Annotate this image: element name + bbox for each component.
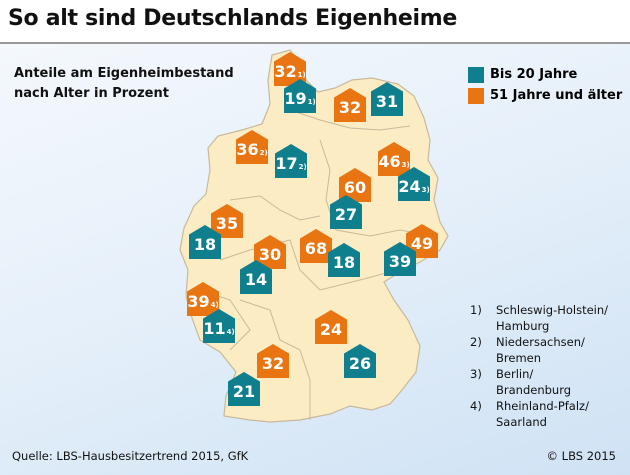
legend-swatch-orange	[468, 87, 484, 104]
house-value: 14	[244, 270, 268, 289]
subtitle-line: nach Alter in Prozent	[14, 86, 169, 101]
house-value: 26	[348, 354, 372, 373]
state-border	[319, 139, 433, 237]
state-border	[229, 195, 321, 221]
house-value: 39	[187, 292, 210, 311]
footnote-text: Berlin/Brandenburg	[496, 367, 572, 397]
legend-label: Bis 20 Jahre	[490, 67, 578, 82]
house-marker-young: 31	[371, 82, 403, 116]
house-value: 46	[378, 152, 401, 171]
title-divider	[0, 42, 630, 44]
footnote: 4) Rheinland-Pfalz/Saarland	[470, 398, 608, 430]
house-value: 11	[203, 319, 226, 338]
house-footnote-ref: 1)	[297, 71, 306, 79]
footnote-number: 4)	[470, 399, 482, 413]
house-value: 32	[261, 354, 285, 373]
footnote-text: Schleswig-Holstein/Hamburg	[496, 303, 609, 333]
house-marker-young: 21	[228, 372, 260, 406]
house-value: 19	[284, 89, 307, 108]
footnote: 3) Berlin/Brandenburg	[470, 366, 608, 398]
house-value: 21	[232, 382, 256, 401]
house-value: 32	[274, 62, 297, 81]
source: Quelle: LBS-Hausbesitzertrend 2015, GfK	[12, 449, 249, 463]
house-footnote-ref: 2)	[298, 163, 307, 171]
house-value: 31	[375, 92, 399, 111]
subtitle: Anteile am Eigenheimbestand nach Alter i…	[14, 64, 234, 104]
house-footnote-ref: 3)	[421, 186, 430, 194]
footnote: 2) Niedersachsen/Bremen	[470, 334, 608, 366]
state-border	[239, 299, 311, 420]
page-title: So alt sind Deutschlands Eigenheime	[8, 6, 457, 31]
house-value: 49	[410, 234, 434, 253]
state-border	[289, 109, 411, 131]
subtitle-line: Anteile am Eigenheimbestand	[14, 66, 234, 81]
legend-item-old: 51 Jahre und älter	[468, 85, 622, 106]
footnote-number: 1)	[470, 303, 482, 317]
footnotes: 1) Schleswig-Holstein/Hamburg 2) Niedersach…	[470, 302, 608, 430]
house-value: 24	[319, 320, 343, 339]
house-value: 39	[388, 252, 412, 271]
house-value: 24	[398, 177, 421, 196]
footnote-number: 2)	[470, 335, 482, 349]
house-value: 68	[304, 239, 328, 258]
house-value: 60	[343, 178, 367, 197]
house-footnote-ref: 2)	[259, 149, 268, 157]
footnote-text: Niedersachsen/Bremen	[496, 335, 585, 365]
legend-item-young: Bis 20 Jahre	[468, 64, 622, 85]
house-value: 27	[334, 205, 358, 224]
house-footnote-ref: 1)	[307, 98, 316, 106]
legend-swatch-teal	[468, 66, 484, 83]
house-value: 30	[258, 245, 282, 264]
footnote: 1) Schleswig-Holstein/Hamburg	[470, 302, 608, 334]
house-footnote-ref: 4)	[226, 328, 235, 336]
house-value: 32	[338, 98, 362, 117]
house-value: 35	[215, 214, 239, 233]
house-footnote-ref: 4)	[210, 301, 219, 309]
house-value: 36	[236, 140, 259, 159]
legend-label: 51 Jahre und älter	[490, 88, 623, 103]
copyright: © LBS 2015	[546, 449, 616, 463]
footnote-text: Rheinland-Pfalz/Saarland	[496, 399, 589, 429]
house-value: 17	[275, 154, 298, 173]
state-border	[219, 239, 391, 291]
house-footnote-ref: 3)	[401, 161, 410, 169]
footnote-number: 3)	[470, 367, 482, 381]
house-value: 18	[193, 235, 217, 254]
house-value: 18	[332, 253, 356, 272]
legend: Bis 20 Jahre 51 Jahre und älter	[468, 64, 622, 106]
